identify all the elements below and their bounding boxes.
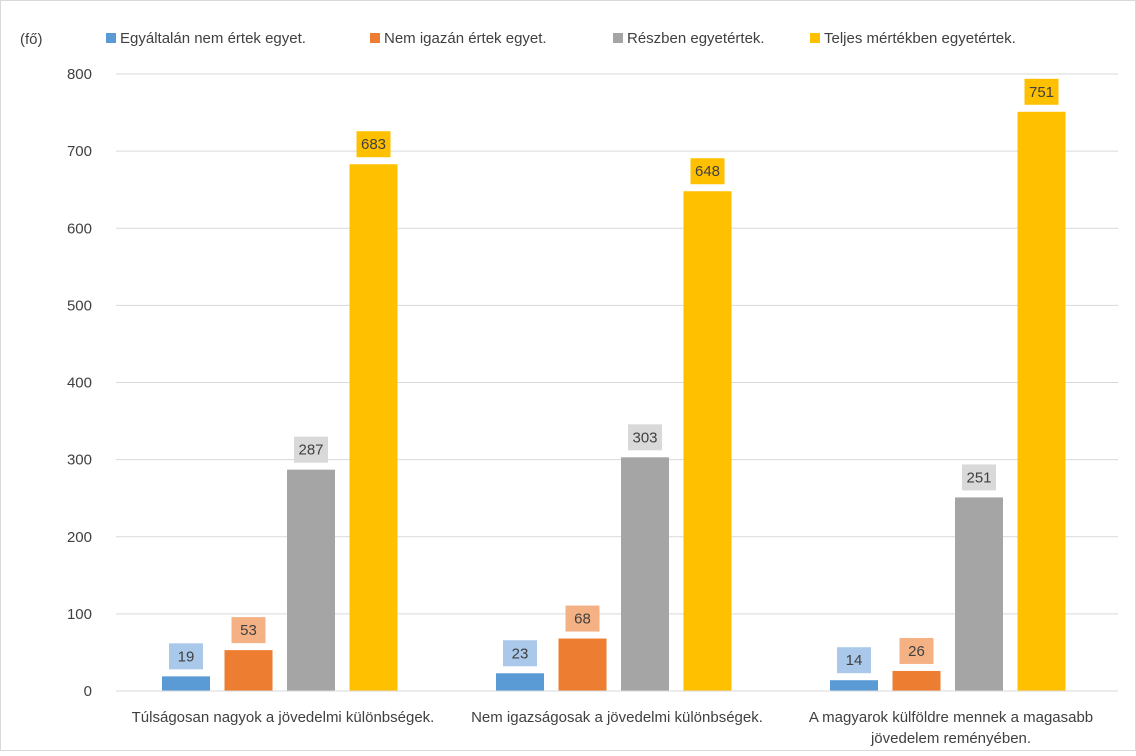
y-axis: (fő) 0 100 200 300 400 500 600 700 800 xyxy=(20,31,92,700)
x-tick-label-line: Nem igazságosak a jövedelmi különbségek. xyxy=(471,709,763,726)
data-label-box xyxy=(294,436,328,463)
data-label-box xyxy=(565,605,600,632)
legend-label: Teljes mértékben egyetértek. xyxy=(824,30,1016,47)
y-axis-label: (fő) xyxy=(20,31,43,48)
bar xyxy=(621,457,669,691)
data-label-text: 303 xyxy=(632,429,657,446)
data-label-text: 19 xyxy=(178,648,195,665)
data-label-box xyxy=(837,647,871,674)
bar xyxy=(349,164,398,691)
bar xyxy=(496,673,544,691)
legend-swatch xyxy=(810,33,820,43)
data-label-box xyxy=(628,424,662,451)
data-label: 14 xyxy=(837,647,871,674)
data-label: 68 xyxy=(565,605,600,632)
data-label: 683 xyxy=(356,131,391,158)
bar xyxy=(558,638,607,691)
legend-label: Részben egyetértek. xyxy=(627,30,765,47)
data-label-box xyxy=(962,464,996,491)
data-label: 19 xyxy=(169,643,203,670)
legend-label: Nem igazán értek egyet. xyxy=(384,30,547,47)
x-tick-label-line: A magyarok külföldre mennek a magasabb xyxy=(809,709,1093,726)
data-label: 251 xyxy=(962,464,996,491)
data-label-box xyxy=(356,131,391,158)
legend-swatch xyxy=(370,33,380,43)
bar xyxy=(892,670,941,691)
x-tick-label-line: jövedelem reményében. xyxy=(870,730,1031,747)
data-label-box xyxy=(690,158,725,185)
y-tick-label: 400 xyxy=(67,375,92,392)
x-tick-label: Túlságosan nagyok a jövedelmi különbsége… xyxy=(132,709,435,726)
legend-item: Egyáltalán nem értek egyet. xyxy=(106,30,306,47)
data-label-box xyxy=(1024,78,1059,105)
y-tick-label: 600 xyxy=(67,220,92,237)
legend-item: Teljes mértékben egyetértek. xyxy=(810,30,1016,47)
data-label-text: 68 xyxy=(574,611,591,628)
data-labels: 19 53 287 683 23 68 303 648 14 26 251 751 xyxy=(169,78,1059,674)
bar xyxy=(162,676,210,691)
data-label: 303 xyxy=(628,424,662,451)
x-tick-label: Nem igazságosak a jövedelmi különbségek. xyxy=(471,709,763,726)
data-label-text: 287 xyxy=(298,442,323,459)
x-tick-label: A magyarok külföldre mennek a magasabb jö… xyxy=(809,709,1093,747)
bar xyxy=(1017,111,1066,691)
data-label: 287 xyxy=(294,436,328,463)
y-tick-label: 200 xyxy=(67,529,92,546)
data-label-text: 26 xyxy=(908,643,925,660)
legend-label: Egyáltalán nem értek egyet. xyxy=(120,30,306,47)
bar xyxy=(287,469,335,691)
data-label-box xyxy=(231,617,266,644)
bars xyxy=(162,111,1066,692)
bar xyxy=(830,680,878,691)
y-tick-label: 300 xyxy=(67,452,92,469)
data-label-box xyxy=(899,637,934,664)
legend-swatch xyxy=(106,33,116,43)
legend-swatch xyxy=(613,33,623,43)
legend: Egyáltalán nem értek egyet. Nem igazán ér… xyxy=(106,30,1016,47)
data-label: 751 xyxy=(1024,78,1059,105)
data-label-box xyxy=(503,640,537,667)
data-label: 648 xyxy=(690,158,725,185)
data-label-text: 648 xyxy=(695,163,720,180)
data-label-text: 14 xyxy=(846,652,863,669)
y-tick-label: 800 xyxy=(67,66,92,83)
bar xyxy=(683,191,732,692)
x-tick-label-line: Túlságosan nagyok a jövedelmi különbsége… xyxy=(132,709,435,726)
bar xyxy=(955,497,1003,691)
data-label-box xyxy=(169,643,203,670)
y-tick-label: 500 xyxy=(67,297,92,314)
legend-item: Részben egyetértek. xyxy=(613,30,765,47)
data-label-text: 683 xyxy=(361,136,386,153)
data-label-text: 251 xyxy=(966,469,991,486)
y-tick-label: 0 xyxy=(84,683,92,700)
bar xyxy=(224,650,273,691)
data-label-text: 53 xyxy=(240,622,257,639)
data-label-text: 23 xyxy=(512,645,529,662)
legend-item: Nem igazán értek egyet. xyxy=(370,30,547,47)
data-label-text: 751 xyxy=(1029,84,1054,101)
data-label: 26 xyxy=(899,637,934,664)
data-label: 23 xyxy=(503,640,537,667)
y-tick-label: 100 xyxy=(67,606,92,623)
x-axis: Túlságosan nagyok a jövedelmi különbsége… xyxy=(116,690,1118,747)
data-label: 53 xyxy=(231,617,266,644)
y-tick-label: 700 xyxy=(67,143,92,160)
